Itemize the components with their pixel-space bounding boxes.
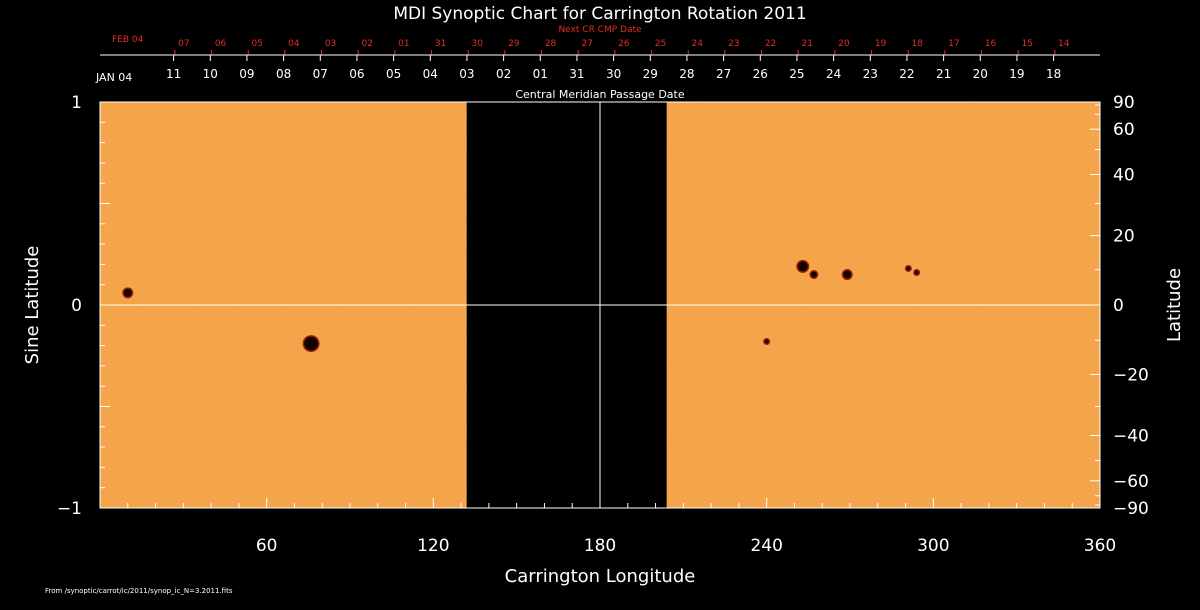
next-date-label: 22	[765, 39, 776, 49]
next-date-label: 03	[325, 39, 336, 49]
cmp-date-label: 04	[423, 67, 438, 81]
next-date-label: 30	[471, 39, 483, 49]
x-tick-label: 60	[256, 536, 278, 556]
cmp-date-label: 11	[166, 67, 181, 81]
y-left-tick-label: 0	[71, 296, 82, 316]
cmp-date-label: 27	[716, 67, 731, 81]
cmp-date-label: 20	[973, 67, 988, 81]
cmp-date-label: 06	[349, 67, 364, 81]
next-date-label: 24	[691, 39, 703, 49]
sunspot-core	[906, 266, 911, 271]
sunspot	[302, 335, 320, 353]
next-date-label: 04	[288, 39, 300, 49]
y-axis-right-title: Latitude	[1164, 268, 1185, 342]
y-right-tick-label: 20	[1113, 227, 1135, 247]
sunspot	[763, 338, 771, 346]
y-right-tick-label: −90	[1113, 499, 1149, 519]
y-right-tick-label: 60	[1113, 120, 1135, 140]
synoptic-map	[100, 102, 1100, 508]
next-cr-cmp-label: Next CR CMP Date	[558, 25, 642, 35]
next-date-label: 06	[215, 39, 227, 49]
sunspot-core	[304, 336, 319, 351]
cmp-date-label: 08	[276, 67, 291, 81]
y-left-tick-label: 1	[71, 93, 82, 113]
y-right-tick-label: 90	[1113, 93, 1135, 113]
sunspot	[841, 269, 853, 281]
cmp-date-label: 29	[643, 67, 658, 81]
sunspot	[796, 259, 810, 273]
x-tick-label: 180	[584, 536, 616, 556]
x-tick-label: 120	[417, 536, 449, 556]
next-date-label: 19	[875, 39, 887, 49]
cmp-date-label: 23	[863, 67, 878, 81]
cmp-date-label: 05	[386, 67, 401, 81]
next-date-label: 29	[508, 39, 520, 49]
sunspot-core	[914, 270, 919, 275]
next-date-label: 14	[1058, 39, 1070, 49]
cmp-date-label: 18	[1046, 67, 1061, 81]
next-start-month: FEB 04	[112, 35, 144, 45]
next-date-label: 01	[398, 39, 409, 49]
next-date-label: 26	[618, 39, 630, 49]
axes: 60 120 180 240 300 360 1 0 −1 90 60 40 20 0 −20 −40 −60 −…	[57, 93, 1149, 556]
x-tick-label: 300	[917, 536, 949, 556]
next-date-label: 31	[435, 39, 446, 49]
source-file-note: From /synoptic/carrot/ic/2011/synop_ic_N…	[45, 587, 233, 595]
next-date-label: 28	[545, 39, 557, 49]
cmp-date-label: 25	[789, 67, 804, 81]
cmp-axis-label: Central Meridian Passage Date	[515, 88, 684, 101]
y-right-tick-label: −20	[1113, 365, 1149, 385]
next-date-label: 18	[911, 39, 923, 49]
cmp-start-month: JAN 04	[95, 71, 132, 84]
x-axis-title: Carrington Longitude	[505, 566, 696, 587]
cmp-date-label: 31	[569, 67, 584, 81]
next-date-label: 27	[581, 39, 592, 49]
chart-title: MDI Synoptic Chart for Carrington Rotati…	[393, 4, 806, 24]
cmp-date-label: 10	[203, 67, 218, 81]
cmp-date-label: 09	[239, 67, 254, 81]
cmp-date-label: 07	[313, 67, 328, 81]
y-right-tick-label: 40	[1113, 166, 1135, 186]
next-date-label: 07	[178, 39, 189, 49]
y-left-tick-label: −1	[57, 499, 82, 519]
sunspot	[904, 264, 912, 272]
next-date-label: 20	[838, 39, 850, 49]
sunspot	[809, 270, 819, 280]
sunspot-core	[764, 339, 769, 344]
cmp-date-label: 26	[753, 67, 768, 81]
cmp-date-label: 03	[459, 67, 474, 81]
next-date-label: 16	[985, 39, 997, 49]
next-date-label: 17	[948, 39, 959, 49]
sunspot	[913, 269, 921, 277]
next-date-label: 15	[1021, 39, 1032, 49]
sunspot	[122, 287, 134, 299]
cmp-date-label: 19	[1009, 67, 1024, 81]
cmp-date-axis: 11 10 09 08 07 06 05 04 03 02 01 31 30 29 28 27 26 25 24 23…	[100, 54, 1100, 81]
cmp-date-label: 02	[496, 67, 511, 81]
next-date-label: 23	[728, 39, 739, 49]
cmp-date-label: 22	[899, 67, 914, 81]
y-right-tick-label: −60	[1113, 472, 1149, 492]
cmp-date-label: 28	[679, 67, 694, 81]
next-date-label: 21	[801, 39, 812, 49]
next-date-label: 25	[655, 39, 666, 49]
sunspot-core	[810, 271, 817, 278]
x-tick-label: 360	[1084, 536, 1116, 556]
next-cr-cmp-axis: 07 06 05 04 03 02 01 31 30 29 28 27 26 25 24 23 22 21 20 19…	[174, 39, 1070, 55]
cmp-date-label: 21	[936, 67, 951, 81]
cmp-date-label: 01	[533, 67, 548, 81]
y-right-tick-label: −40	[1113, 426, 1149, 446]
next-date-label: 02	[361, 39, 372, 49]
sunspot-core	[123, 288, 132, 297]
cmp-date-label: 30	[606, 67, 621, 81]
y-axis-left-title: Sine Latitude	[22, 246, 43, 365]
sunspot-core	[843, 270, 852, 279]
cmp-date-label: 24	[826, 67, 841, 81]
x-tick-label: 240	[750, 536, 782, 556]
y-right-tick-label: 0	[1113, 296, 1124, 316]
sunspot-core	[797, 261, 808, 272]
next-date-label: 05	[251, 39, 262, 49]
